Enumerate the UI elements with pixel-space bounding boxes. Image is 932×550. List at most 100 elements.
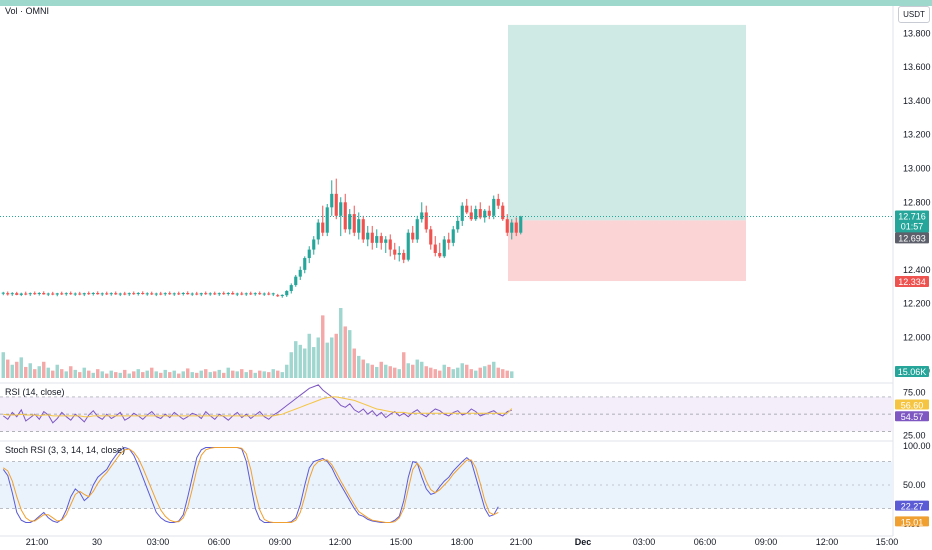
candle-body [100,293,104,295]
last-price-badge-text: 12.716 [898,211,926,221]
volume-bar [145,370,149,378]
volume-bar [1,352,5,378]
candle-body [15,293,19,295]
volume-bar [510,371,514,378]
main-pane-title: Vol · OMNI [5,6,50,16]
candle-body [370,232,374,243]
volume-bar [37,366,41,378]
volume-bar [465,364,469,378]
volume-bar [82,367,86,378]
volume-bar [429,367,433,378]
time-tick-label: 03:00 [147,537,170,547]
volume-bar [285,364,289,378]
time-tick-label: 06:00 [208,537,231,547]
candle-body [510,222,514,233]
candle-body [303,258,307,270]
stop-price-badge [895,276,929,288]
volume-bar [172,370,176,378]
rsi-tick-label: 75.00 [903,388,926,398]
candle-body [208,293,212,295]
volume-bar [91,372,95,378]
candle-body [316,222,320,240]
stoch-k-line [2,446,499,524]
volume-bar [114,372,118,378]
candle-body [240,293,244,295]
candle-body [456,220,460,230]
volume-bar [343,326,347,378]
price-tick-label: 12.400 [903,265,931,275]
volume-bar [186,368,190,378]
volume-bar [78,372,82,378]
candle-body [177,293,181,295]
volume-bar [348,330,352,378]
volume-bar [181,371,185,378]
volume-bar [384,364,388,378]
profit-zone [508,24,746,221]
candle-body [501,205,505,220]
candle-body [280,294,284,297]
candle-body [366,232,370,240]
volume-bar [379,361,383,378]
volume-bar [352,348,356,378]
time-tick-label: 21:00 [26,537,49,547]
price-tick-label: 12.200 [903,299,931,309]
volume-bar [487,364,491,378]
candle-body [46,293,50,295]
volume-bar [505,370,509,378]
rsi-tick-label: 25.00 [903,431,926,441]
currency-button[interactable]: USDT [898,6,930,23]
candle-body [1,292,5,294]
time-tick-label: 09:00 [755,537,778,547]
candle-body [181,293,185,295]
time-tick-label: Dec [575,537,592,547]
volume-bar [127,373,131,378]
volume-bar [469,369,473,378]
candle-body [132,293,136,295]
candle-body [186,293,190,295]
volume-bar [321,315,325,378]
candle-body [375,236,379,243]
volume-bar [15,361,19,378]
volume-bar [312,347,316,378]
volume-bar [258,370,262,378]
volume-bar [46,367,50,378]
candle-body [429,229,433,245]
candle-body [415,219,419,240]
volume-bar [60,369,64,378]
time-tick-label: 12:00 [329,537,352,547]
candle-body [60,293,64,295]
volume-bar [154,371,158,378]
volume-bar [424,366,428,378]
volume-bar [276,370,280,378]
volume-bar [420,361,424,378]
volume-bar [159,372,163,378]
volume-bar [240,369,244,378]
volume-bar [474,370,478,378]
candle-body [51,293,55,295]
candle-body [267,293,271,295]
price-tick-label: 13.000 [903,164,931,174]
candle-body [33,293,37,295]
volume-bar [411,364,415,378]
candle-body [438,252,442,257]
candle-body [114,293,118,295]
volume-bar [10,364,14,378]
candle-body [168,293,172,295]
stoch-k-badge [895,500,929,511]
candle-body [262,293,266,295]
candle-body [82,293,86,295]
volume-bar [316,337,320,378]
candle-body [406,232,410,260]
volume-bar [123,369,127,378]
price-tick-label: 12.800 [903,197,931,207]
candle-body [397,252,401,255]
volume-bar [190,372,194,378]
volume-bar [397,369,401,378]
candle-body [172,293,176,295]
volume-bar [109,370,113,378]
candle-body [388,239,392,250]
volume-bar [55,364,59,378]
candle-body [487,210,491,216]
candle-body [474,209,478,220]
